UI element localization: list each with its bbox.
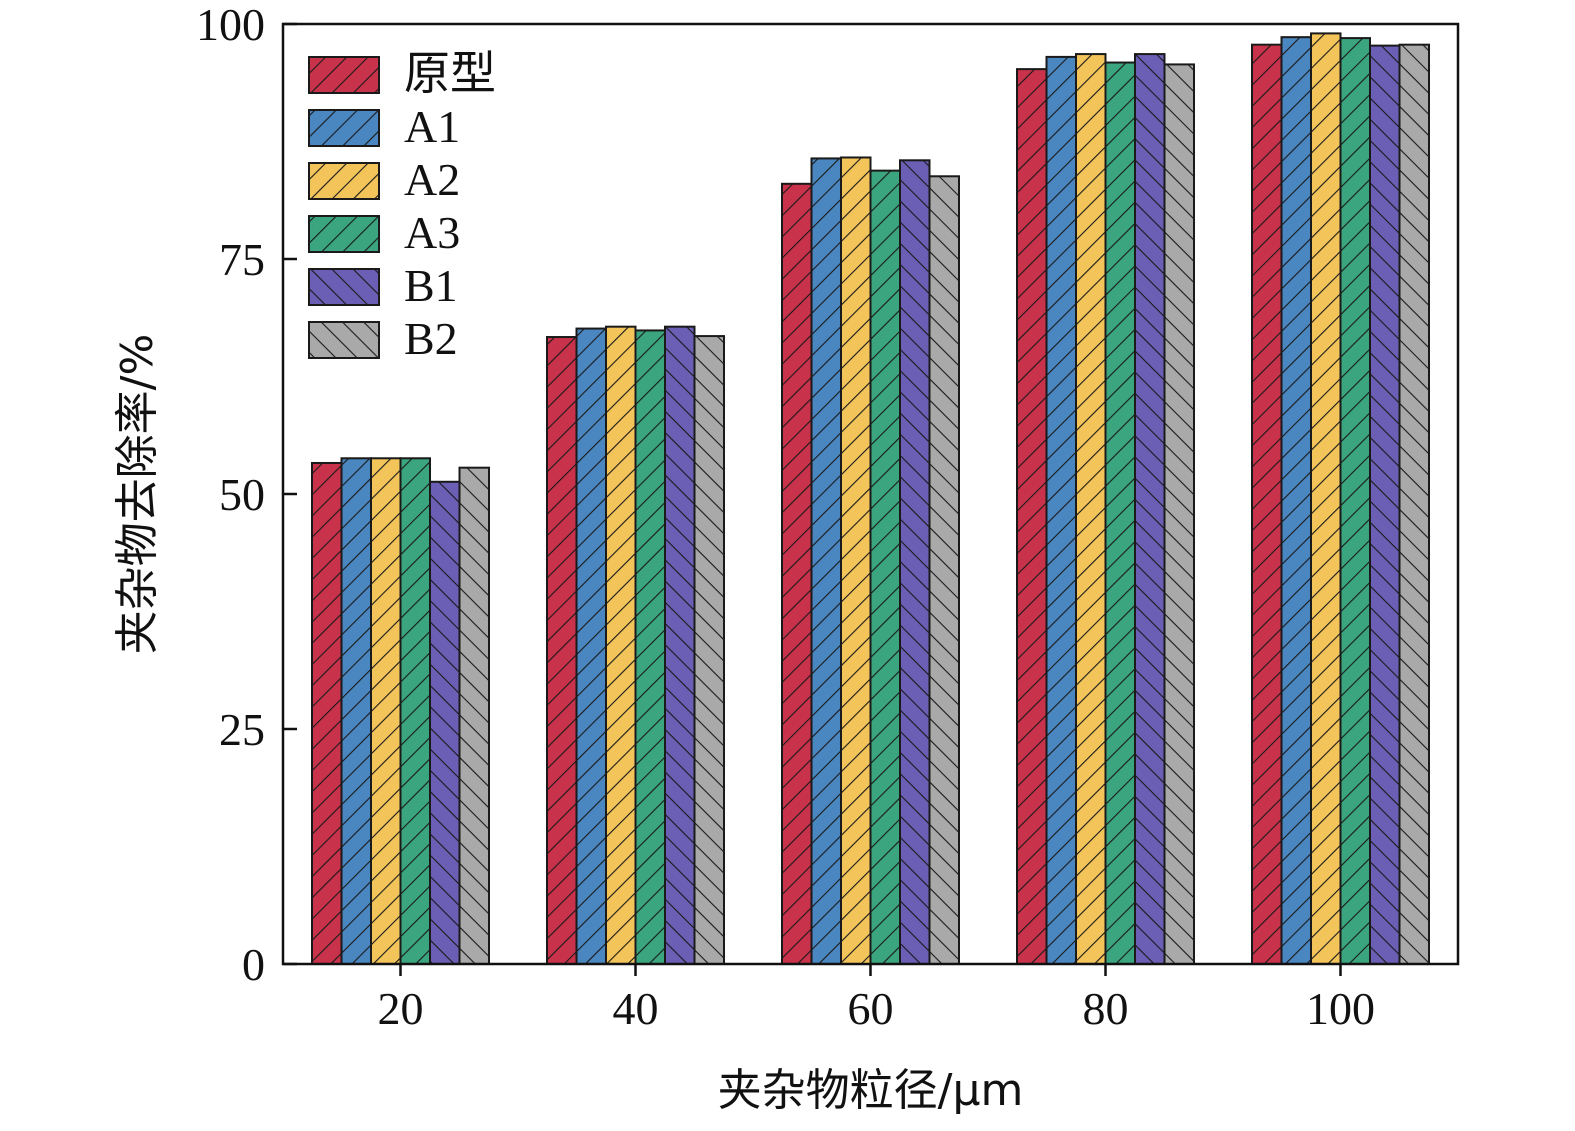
bar-B1-20 [429,480,461,965]
bar-A1-80 [1045,55,1077,965]
bar-A3-60 [869,169,901,965]
bar-B1-40 [664,325,696,965]
legend-swatch [308,321,380,359]
x-axis: 20 40 60 80 100 [378,964,1375,1034]
y-tick-label: 50 [219,469,265,520]
bar-B1-100 [1369,44,1401,966]
bar-原型-60 [781,182,813,966]
bar-B1-60 [899,159,931,966]
legend-swatch [308,268,380,306]
bar-原型-20 [311,461,343,965]
legend-swatch [308,162,380,200]
bar-A3-100 [1339,37,1371,966]
bar-A3-40 [634,329,666,965]
bar-B2-80 [1163,63,1195,966]
bar-B2-20 [458,466,490,965]
x-tick-label: 80 [1083,983,1129,1034]
y-axis: 0 25 50 75 100 [196,0,297,990]
legend-swatch [308,109,380,147]
bars-layer [311,32,1430,966]
bar-A2-100 [1310,32,1342,965]
legend-label: A3 [404,207,460,258]
y-axis-title: 夹杂物去除率/% [112,334,163,655]
legend-label: A2 [404,154,460,205]
y-tick-label: 100 [196,0,265,50]
bar-B2-40 [693,335,725,965]
legend-swatch [308,56,380,94]
bar-A2-60 [840,156,872,966]
bar-原型-100 [1251,43,1283,966]
bar-B2-60 [928,175,960,965]
legend-swatch [308,215,380,253]
x-tick-label: 40 [613,983,659,1034]
x-axis-title: 夹杂物粒径/μm [718,1065,1024,1116]
bar-A1-60 [810,157,842,966]
bar-A1-100 [1280,36,1312,966]
x-tick-label: 100 [1306,983,1375,1034]
bar-原型-80 [1016,68,1048,966]
legend-label: B2 [404,313,458,364]
x-tick-label: 20 [378,983,424,1034]
legend-label: B1 [404,260,458,311]
bar-A3-20 [399,457,431,965]
bar-B1-80 [1134,53,1166,965]
bar-A2-40 [605,325,637,965]
bar-A2-80 [1075,53,1107,965]
bar-A2-20 [370,457,402,965]
x-tick-label: 60 [848,983,894,1034]
y-tick-label: 0 [242,939,265,990]
bar-A1-40 [575,327,607,965]
bar-A3-80 [1104,61,1136,966]
y-tick-label: 25 [219,704,265,755]
bar-原型-40 [546,336,578,965]
legend-label: A1 [404,101,460,152]
y-tick-label: 75 [219,234,265,285]
bar-A1-20 [340,457,372,965]
legend-label: 原型 [404,48,496,99]
bar-B2-100 [1398,43,1430,966]
